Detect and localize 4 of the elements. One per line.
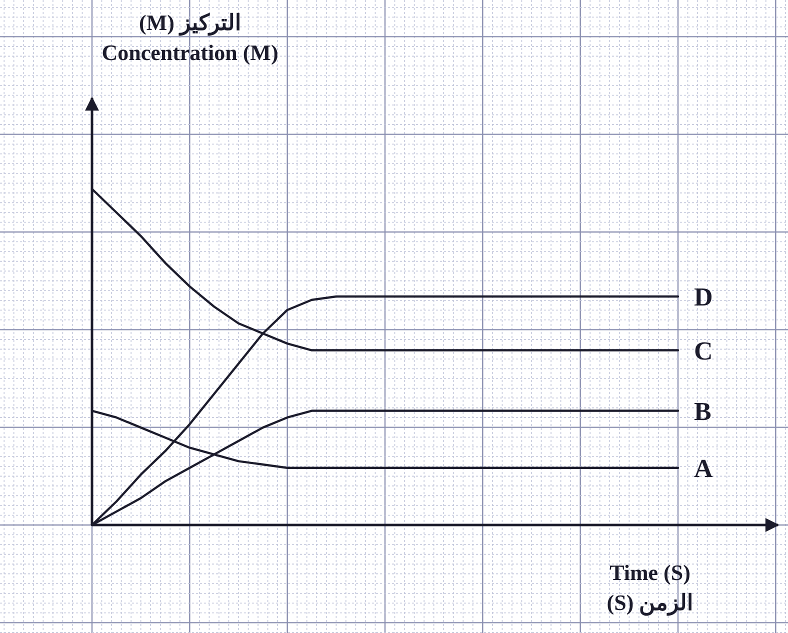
series-label: D [694, 282, 713, 312]
series-label: B [694, 396, 712, 426]
series-label: A [694, 454, 713, 483]
series-label: C [694, 336, 713, 366]
